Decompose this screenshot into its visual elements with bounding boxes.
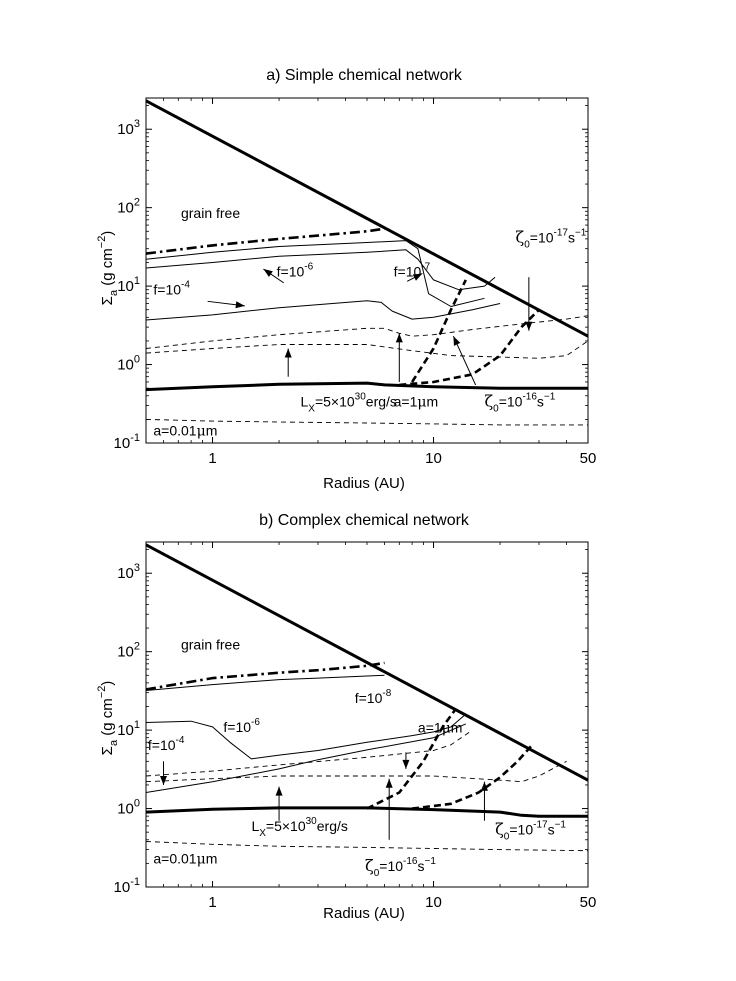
series-line-7: [146, 340, 588, 359]
annotation-label: f=10-4: [148, 735, 185, 753]
annotation-arrowhead: [453, 336, 461, 346]
annotation-label: f=10-6: [223, 717, 260, 735]
annotation-label: a=1μm: [418, 720, 463, 737]
annotation-label: ζ0=10-16s−1: [365, 856, 436, 879]
annotation-label: grain free: [181, 205, 240, 221]
annotation-label: ζ0=10-17s−1: [495, 819, 566, 842]
series-line-1: [146, 543, 588, 782]
series-line-8: [366, 709, 456, 810]
annotation-label: f=10-8: [355, 688, 392, 706]
panel-b-axes: 10-1 100 101 102 103 1 10 50 grain free f=10-8 f=1…: [114, 541, 597, 911]
annotation-label: LX=5×1030erg/s: [300, 392, 396, 415]
series-line-5: [146, 300, 501, 321]
panel-a-title: a) Simple chemical network: [266, 67, 463, 84]
y-tick-label: 102: [117, 641, 140, 661]
x-tick-label: 10: [425, 450, 442, 467]
series-group: [146, 99, 588, 426]
annotation-label: LX=5×1030erg/s: [251, 816, 347, 839]
annotation-label: grain free: [181, 637, 240, 653]
panel-b-xlabel: Radius (AU): [323, 905, 405, 922]
x-tick-label: 50: [580, 450, 597, 467]
x-tick-label: 10: [425, 894, 442, 911]
series-line-8: [411, 279, 467, 383]
series-line-5: [146, 723, 466, 793]
series-line-2: [146, 661, 385, 691]
annotation-arrowhead: [480, 781, 488, 791]
series-line-3: [146, 240, 485, 307]
series-line-3: [146, 674, 385, 691]
series-line-6: [146, 315, 588, 349]
series-line-9: [399, 308, 540, 387]
y-tick-label: 103: [117, 562, 140, 582]
annotation-label: a=1μm: [394, 394, 439, 411]
y-tick-label: 101: [117, 275, 140, 295]
annotation-arrowhead: [263, 269, 273, 278]
annotation-label: ζ0=10-16s−1: [484, 392, 555, 415]
series-line-6: [146, 729, 473, 777]
annotation-arrowhead: [402, 759, 410, 769]
panel-a: a) Simple chemical network 10-1100101102…: [96, 67, 596, 492]
series-line-11: [146, 841, 588, 852]
annotation-arrowhead: [385, 778, 393, 788]
series-line-4: [146, 713, 467, 760]
annotation-arrowhead: [284, 348, 292, 358]
panel-b: b) Complex chemical network 10-110010110…: [96, 512, 596, 922]
annotation-arrowhead: [159, 775, 167, 785]
annotation-label: f=10-6: [277, 262, 314, 280]
panel-b-title: b) Complex chemical network: [259, 512, 470, 529]
annotation-label: ζ0=10-17s−1: [516, 227, 587, 250]
panel-a-axes: 10-1 100 101 102 103 1 10 50 grain free f=10-4 f=1…: [114, 97, 597, 467]
y-tick-label: 103: [117, 118, 140, 138]
series-line-1: [146, 99, 588, 338]
y-tick-label: 10-1: [114, 432, 140, 452]
y-tick-label: 101: [117, 719, 140, 739]
y-tick-label: 102: [117, 197, 140, 217]
series-line-7: [146, 760, 567, 783]
series-line-4: [146, 249, 496, 291]
x-tick-label: 50: [580, 894, 597, 911]
y-tick-label: 100: [117, 798, 140, 818]
series-line-2: [146, 227, 385, 255]
annotation-arrowhead: [395, 333, 403, 343]
x-tick-label: 1: [208, 894, 216, 911]
y-tick-label: 10-1: [114, 876, 140, 896]
annotation-label: f=10-4: [153, 280, 190, 298]
annotation-arrowhead: [412, 273, 423, 281]
annotation-label: f=10-7: [394, 262, 431, 280]
annotation-arrowhead: [235, 301, 245, 309]
annotation-arrowhead: [275, 786, 283, 796]
series-line-10: [146, 381, 588, 392]
series-line-9: [411, 743, 534, 810]
x-tick-label: 1: [208, 450, 216, 467]
y-tick-label: 100: [117, 354, 140, 374]
series-line-10: [146, 806, 588, 818]
annotation-label: a=0.01μm: [153, 850, 217, 867]
series-group: [146, 543, 588, 852]
annotation-arrowhead: [525, 321, 533, 331]
annotation-label: a=0.01μm: [153, 422, 217, 439]
panel-a-xlabel: Radius (AU): [323, 475, 405, 492]
series-line-11: [146, 418, 588, 426]
